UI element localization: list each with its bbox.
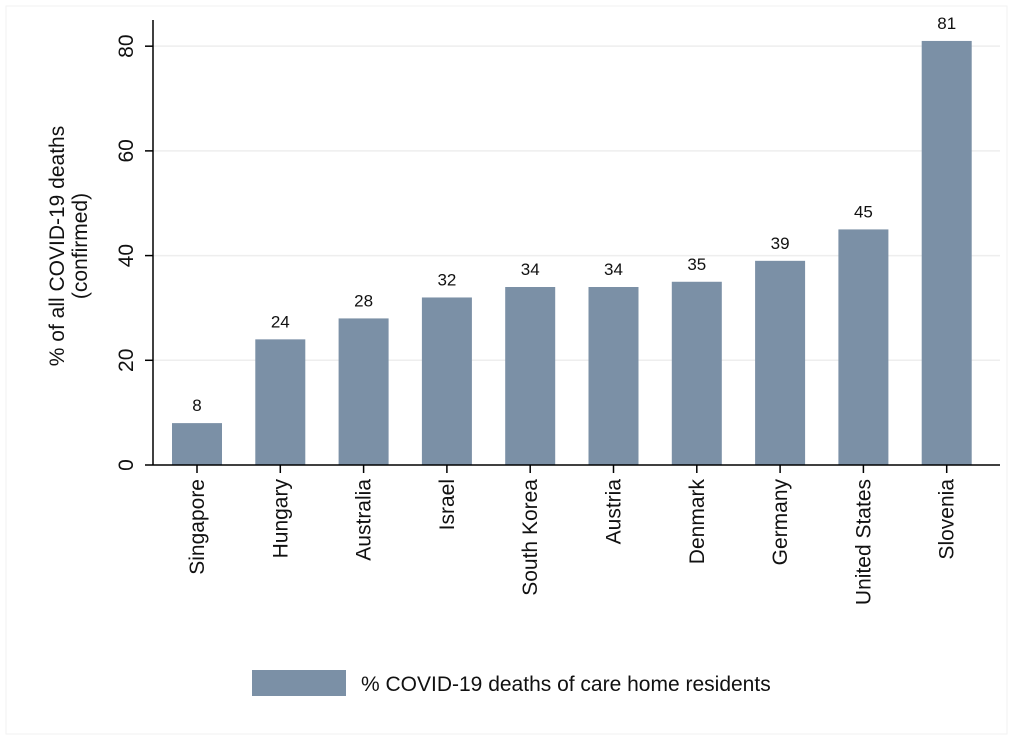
bar <box>838 229 889 465</box>
bar-value-label: 81 <box>937 14 956 33</box>
bar-value-label: 34 <box>521 260 540 279</box>
axes: 0 20 40 60 80 Singapore Hungary Australia Israel… <box>115 20 1000 605</box>
bar-value-label: 24 <box>271 312 290 331</box>
bar-value-label: 32 <box>437 270 456 289</box>
bar-value-label: 8 <box>192 396 201 415</box>
x-tick-label: Singapore <box>186 479 209 575</box>
x-tick-label: Germany <box>769 479 792 566</box>
legend: % COVID-19 deaths of care home residents <box>252 670 771 696</box>
bar <box>755 260 806 465</box>
bar <box>255 339 306 465</box>
x-tick-label: Australia <box>353 479 376 561</box>
y-tick-label: 0 <box>115 459 138 471</box>
bars <box>172 40 972 466</box>
y-tick-label: 80 <box>115 34 138 57</box>
bar-value-label: 39 <box>771 234 790 253</box>
bar-value-label: 34 <box>604 260 623 279</box>
bar <box>338 318 389 465</box>
x-tick-label: Israel <box>436 479 459 530</box>
bar <box>588 287 639 465</box>
y-tick-label: 40 <box>115 244 138 267</box>
bar <box>421 297 472 465</box>
x-tick-label: Denmark <box>686 479 709 565</box>
bar <box>505 287 556 465</box>
bar <box>172 423 222 465</box>
y-axis-title-line1: % of all COVID-19 deaths <box>46 126 69 366</box>
x-tick-label: Austria <box>603 479 626 545</box>
y-axis-title: % of all COVID-19 deaths (confirmed) <box>46 126 92 366</box>
data-labels: 8 24 28 32 34 34 35 39 45 81 <box>192 14 956 415</box>
y-tick-label: 20 <box>115 349 138 372</box>
y-axis-title-line2: (confirmed) <box>69 193 92 299</box>
x-tick-label: South Korea <box>519 479 542 596</box>
legend-label: % COVID-19 deaths of care home residents <box>361 673 771 696</box>
bar-value-label: 35 <box>687 255 706 274</box>
bar-value-label: 45 <box>854 202 873 221</box>
legend-swatch <box>252 670 346 696</box>
x-tick-label: Slovenia <box>936 479 959 560</box>
y-tick-label: 60 <box>115 139 138 162</box>
bar <box>921 40 972 466</box>
x-tick-label: United States <box>852 479 875 605</box>
x-tick-label: Hungary <box>269 479 292 559</box>
bar <box>671 281 722 465</box>
bar-value-label: 28 <box>354 291 373 310</box>
